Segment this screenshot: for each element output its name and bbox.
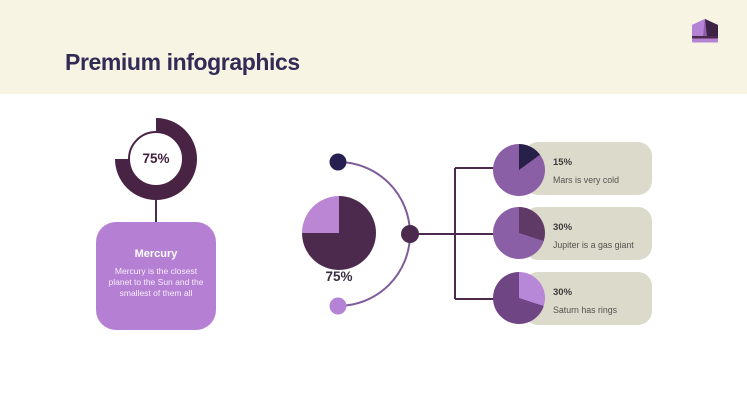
header-band: Premium infographics bbox=[0, 0, 747, 94]
planet-description: Saturn has rings bbox=[553, 305, 618, 315]
orbit-dot-middle bbox=[401, 225, 419, 243]
mercury-card-title: Mercury bbox=[134, 248, 178, 260]
planet-label-card-saturn: 30% Saturn has rings bbox=[524, 272, 652, 325]
orbit-dot-top bbox=[329, 153, 347, 171]
planet-description: Jupiter is a gas giant bbox=[553, 240, 634, 250]
mercury-donut-percent: 75% bbox=[142, 151, 170, 166]
crown-icon bbox=[692, 19, 718, 43]
planet-percent: 30% bbox=[553, 287, 573, 298]
mercury-donut-chart bbox=[115, 118, 197, 200]
jupiter-pie-chart bbox=[493, 207, 545, 259]
mars-pie-chart bbox=[493, 144, 545, 196]
orbit-connector-diagram bbox=[329, 153, 497, 315]
orbit-dot-bottom bbox=[329, 297, 347, 315]
planet-label-card-jupiter: 30% Jupiter is a gas giant bbox=[524, 207, 652, 260]
planet-percent: 15% bbox=[553, 157, 573, 168]
page-title: Premium infographics bbox=[65, 49, 300, 75]
center-pie-chart bbox=[302, 196, 376, 270]
planet-description: Mars is very cold bbox=[553, 175, 619, 185]
mercury-card-description: Mercury is the closest planet to the Sun… bbox=[108, 266, 204, 298]
mercury-card: Mercury Mercury is the closest planet to… bbox=[96, 222, 216, 330]
planet-label-card-mars: 15% Mars is very cold bbox=[524, 142, 652, 195]
donut-card-connector bbox=[155, 199, 157, 223]
saturn-pie-chart bbox=[493, 272, 545, 324]
planet-percent: 30% bbox=[553, 222, 573, 233]
center-pie-percent: 75% bbox=[325, 269, 353, 284]
